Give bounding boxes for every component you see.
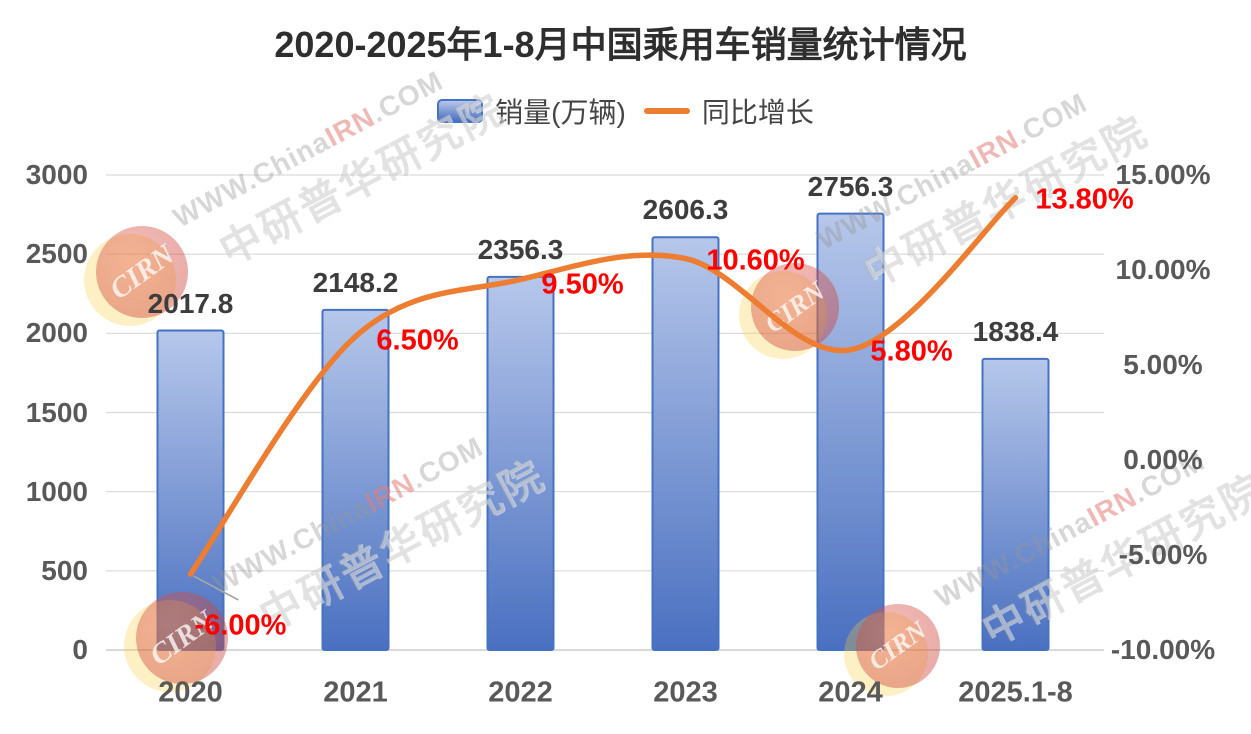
bar-value-label: 2356.3: [477, 233, 564, 265]
x-axis-label-2024: 2024: [818, 676, 883, 709]
x-axis-label-2025.1-8: 2025.1-8: [958, 676, 1073, 709]
bar-2024[interactable]: [816, 212, 885, 651]
bar-2023[interactable]: [651, 236, 720, 652]
bar-2020[interactable]: [156, 329, 225, 651]
bar-2025.1-8[interactable]: [981, 357, 1050, 651]
bar-2021[interactable]: [321, 308, 390, 651]
left-axis-tick: 2500: [25, 238, 88, 270]
bar-value-label: 2756.3: [807, 170, 894, 202]
growth-line[interactable]: [187, 195, 1019, 577]
growth-pct-label: 6.50%: [376, 324, 459, 356]
legend-item-growth[interactable]: 同比增长: [643, 91, 814, 131]
growth-pct-label: 9.50%: [541, 268, 624, 300]
growth-pct-label: 10.60%: [706, 244, 805, 277]
label-leader-line: [193, 575, 239, 601]
right-axis-tick: -10.00%: [1110, 634, 1216, 665]
legend-growth-label: 同比增长: [701, 97, 814, 128]
legend-item-sales[interactable]: 销量(万辆): [437, 91, 626, 131]
bar-value-label: 1838.4: [972, 315, 1059, 347]
bar-value-label: 2017.8: [147, 287, 234, 319]
growth-line-swatch-icon: [643, 108, 690, 114]
right-axis-tick: 0.00%: [1123, 444, 1203, 475]
left-axis-tick: 0: [72, 634, 88, 665]
legend-sales-label: 销量(万辆): [495, 97, 626, 128]
x-axis-label-2022: 2022: [488, 676, 553, 709]
growth-pct-label: 5.80%: [870, 335, 953, 368]
right-axis-tick: 10.00%: [1115, 254, 1211, 285]
left-axis-tick: 2000: [25, 317, 88, 349]
legend: 销量(万辆) 同比增长: [0, 94, 1251, 128]
growth-pct-label: -6.00%: [194, 609, 287, 642]
bar-value-label: 2148.2: [312, 266, 399, 298]
left-axis-tick: 3000: [25, 159, 88, 190]
chart-title: 2020-2025年1-8月中国乘用车销量统计情况: [274, 24, 967, 65]
right-axis-tick: -5.00%: [1118, 539, 1208, 570]
right-axis-tick: 5.00%: [1123, 349, 1203, 380]
growth-pct-label: 13.80%: [1035, 183, 1134, 216]
sales-bar-swatch-icon: [437, 99, 484, 123]
x-axis-label-2021: 2021: [323, 676, 388, 709]
right-axis-tick: 15.00%: [1115, 159, 1211, 190]
left-axis-tick: 1000: [25, 475, 88, 507]
bar-value-label: 2606.3: [642, 194, 729, 226]
left-axis-tick: 1500: [25, 396, 88, 428]
left-axis-tick: 500: [41, 554, 88, 586]
x-axis-label-2023: 2023: [653, 676, 718, 709]
x-axis-label-2020: 2020: [158, 676, 223, 709]
